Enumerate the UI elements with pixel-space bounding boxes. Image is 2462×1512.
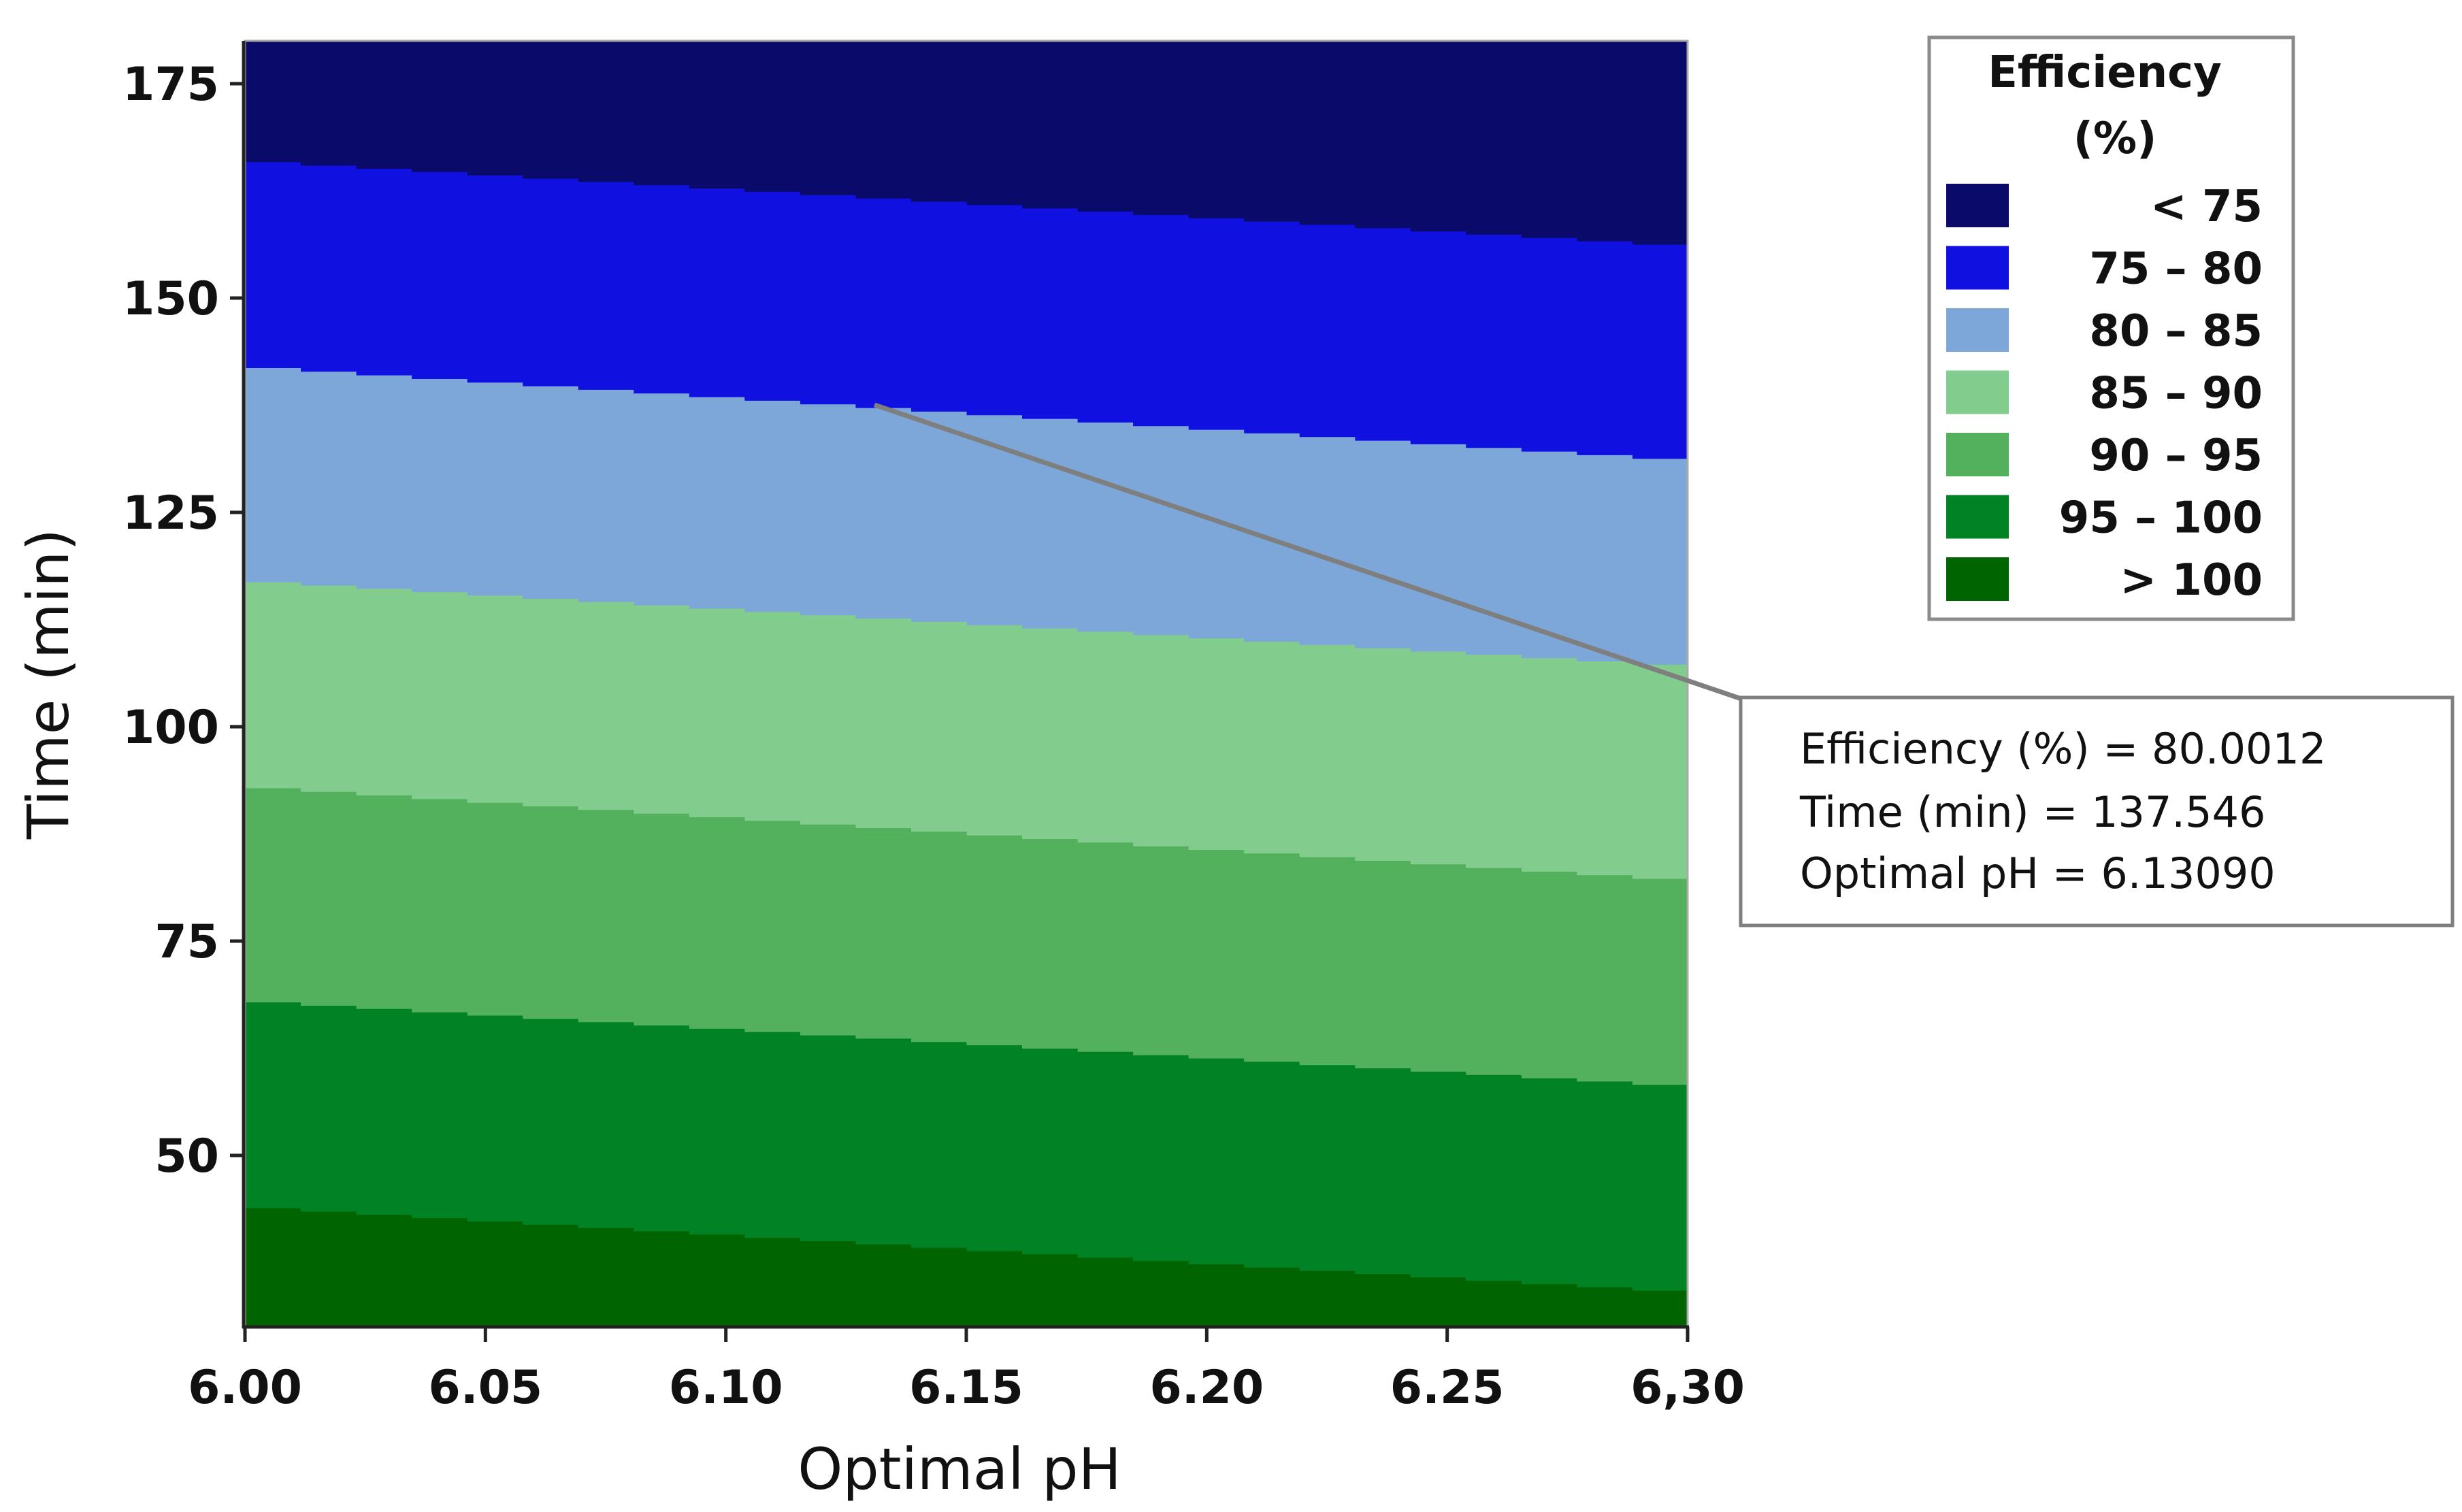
x-tick-label: 6,30 <box>1630 1361 1745 1415</box>
y-tick-label: 150 <box>122 272 219 326</box>
legend-label: 80 – 85 <box>2089 306 2263 357</box>
x-ticks: 6.00 6.05 6.10 6.15 6.20 6.25 6,30 <box>188 1327 1745 1415</box>
legend-swatch <box>1946 308 2009 352</box>
x-tick-label: 6.25 <box>1390 1361 1505 1415</box>
x-tick-label: 6.00 <box>188 1361 302 1415</box>
legend: Efficiency (%) < 75 75 – 80 80 – 85 85 – 90… <box>1927 35 2295 621</box>
legend-label: 95 – 100 <box>2059 493 2263 544</box>
y-tick-label: 75 <box>154 915 219 969</box>
annotation-box <box>1739 695 2455 927</box>
x-axis-title: Optimal pH <box>798 1436 1121 1502</box>
y-axis-title: Time (min) <box>15 529 82 840</box>
legend-swatch <box>1946 557 2009 601</box>
legend-label: 75 – 80 <box>2089 244 2263 295</box>
legend-swatch <box>1946 184 2009 227</box>
legend-label: 90 – 95 <box>2089 431 2263 481</box>
contour-band <box>244 1208 1688 1328</box>
annotation-ph: Optimal pH = 6.13090 <box>1800 849 2276 898</box>
x-tick-label: 6.20 <box>1149 1361 1264 1415</box>
x-tick-label: 6.15 <box>909 1361 1023 1415</box>
legend-items: < 75 75 – 80 80 – 85 85 – 90 90 – 95 95 – 100… <box>1946 182 2263 606</box>
y-tick-label: 125 <box>122 487 219 540</box>
legend-label: > 100 <box>2120 555 2263 606</box>
y-tick-label: 100 <box>122 701 219 755</box>
annotation: Efficiency (%) = 80.0012 Time (min) = 13… <box>873 402 2455 927</box>
y-tick-label: 175 <box>122 58 219 112</box>
legend-label: < 75 <box>2150 182 2263 232</box>
legend-swatch <box>1946 495 2009 539</box>
x-tick-label: 6.05 <box>428 1361 542 1415</box>
legend-title-line2: (%) <box>2073 114 2157 164</box>
x-tick-label: 6.10 <box>669 1361 783 1415</box>
legend-title-line1: Efficiency <box>1988 48 2222 98</box>
annotation-time: Time (min) = 137.546 <box>1799 787 2265 837</box>
contour-bands <box>244 40 1688 1328</box>
legend-swatch <box>1946 370 2009 414</box>
legend-swatch <box>1946 433 2009 476</box>
legend-swatch <box>1946 246 2009 290</box>
legend-label: 85 – 90 <box>2089 369 2263 419</box>
y-tick-label: 50 <box>154 1130 219 1183</box>
annotation-leader-line <box>873 402 1745 702</box>
y-ticks: 50 75 100 125 150 175 <box>122 58 244 1183</box>
annotation-efficiency: Efficiency (%) = 80.0012 <box>1800 724 2326 774</box>
